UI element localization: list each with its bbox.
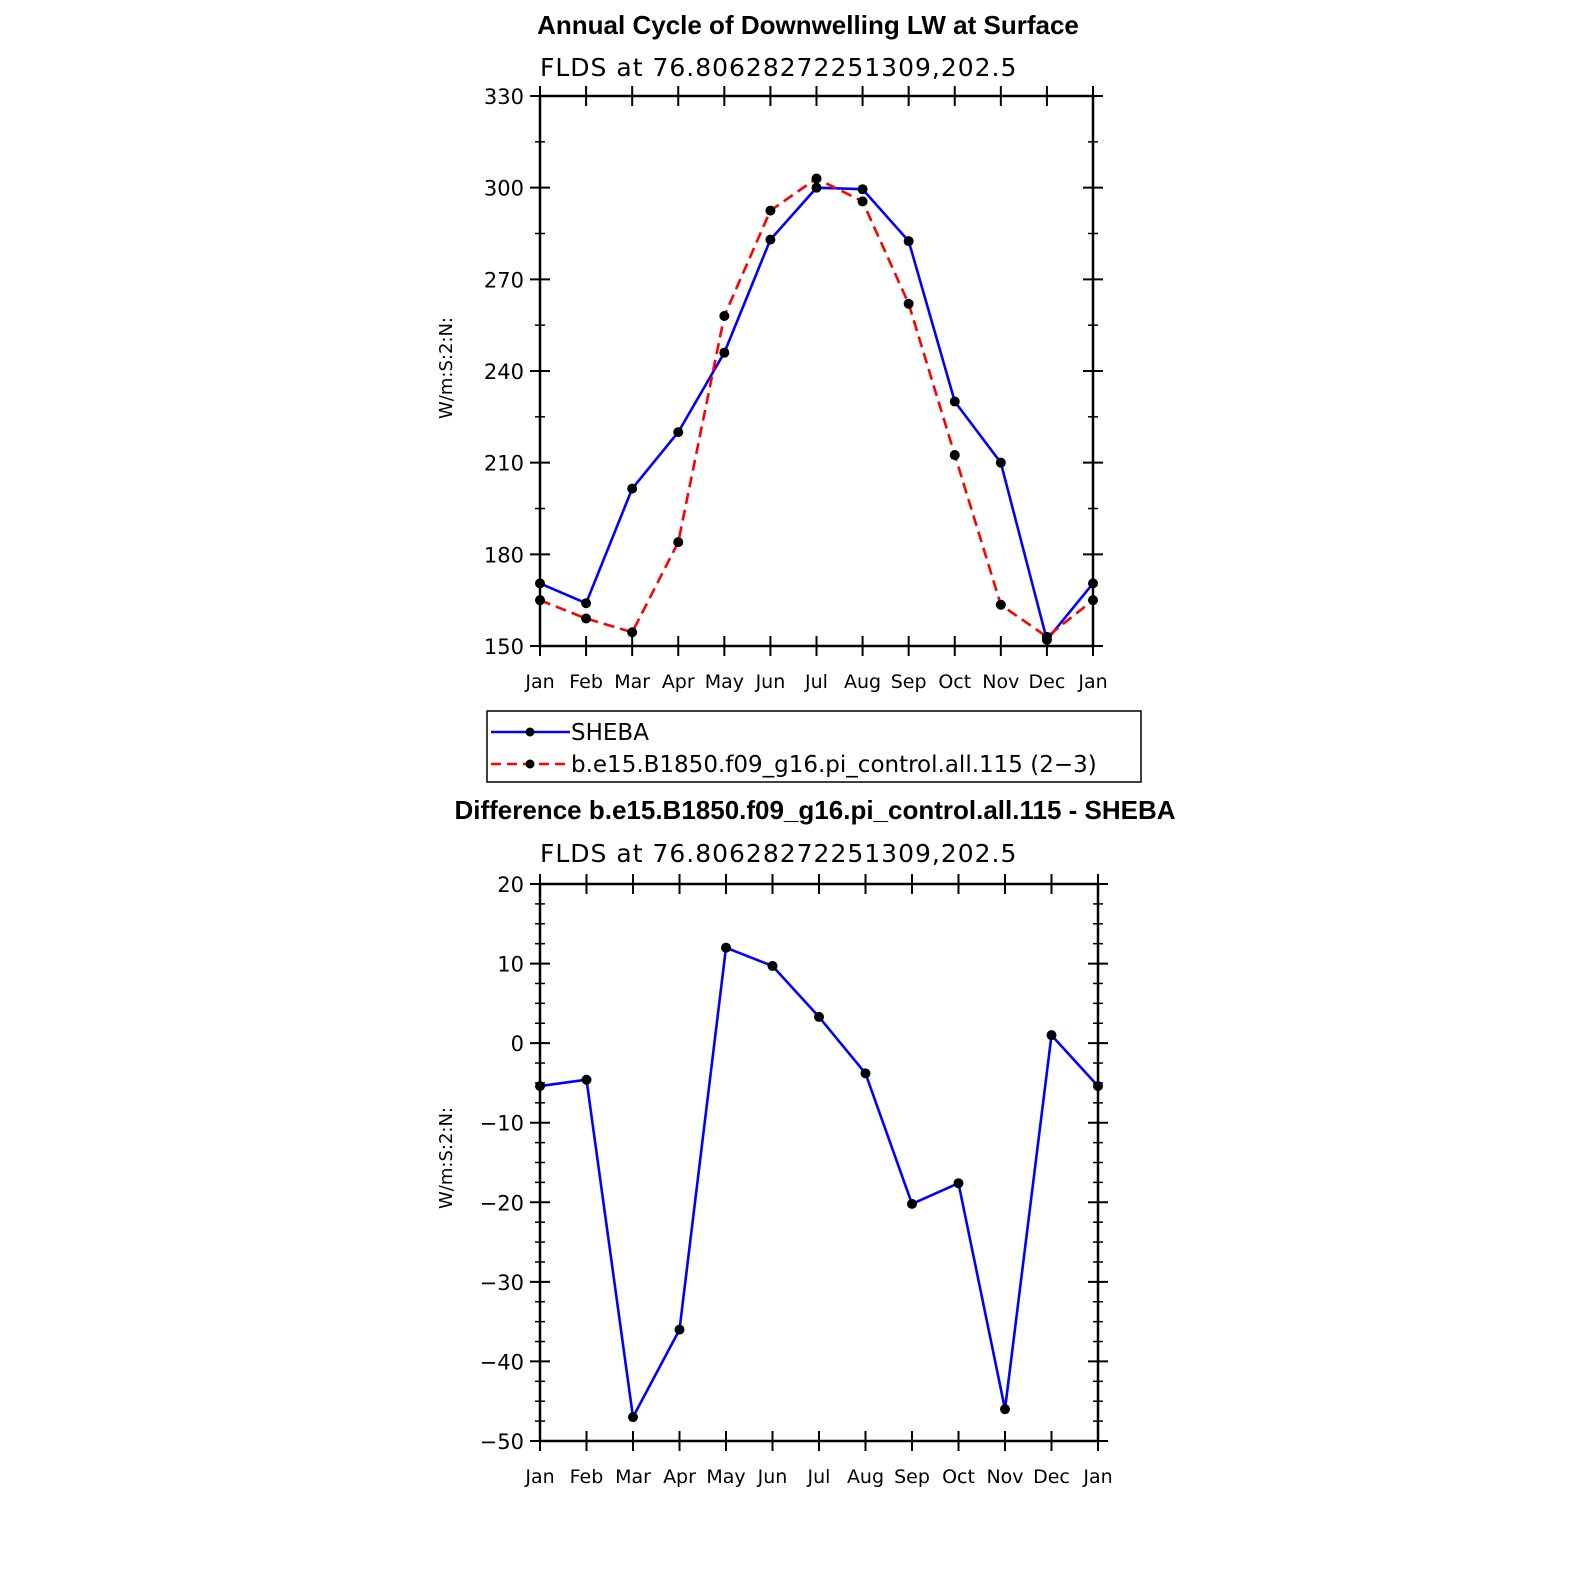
- top-xtick-label-1: Feb: [569, 671, 603, 693]
- bottom-ytick-label-4: −10: [480, 1112, 524, 1136]
- top-xtick-label-7: Aug: [844, 671, 881, 693]
- bottom-xtick-label-7: Aug: [847, 1466, 884, 1488]
- bottom-ytick-label-2: −30: [480, 1271, 524, 1295]
- bottom-xtick-label-6: Jul: [807, 1466, 831, 1488]
- top-chart-subtitle: FLDS at 76.80628272251309,202.5: [540, 53, 1017, 82]
- bottom-chart-ylabel: W/m:S:2:N:: [436, 1107, 457, 1209]
- top-series-0-point-9: [949, 396, 960, 407]
- top-xtick-label-8: Sep: [891, 671, 927, 693]
- top-series-0-point-1: [581, 598, 592, 609]
- bottom-series-0-point-2: [628, 1412, 638, 1423]
- top-chart-ylabel: W/m:S:2:N:: [436, 317, 457, 419]
- bottom-xtick-label-8: Sep: [894, 1466, 930, 1488]
- bottom-series-0-point-9: [953, 1178, 964, 1189]
- legend-marker-sheba: [525, 727, 535, 737]
- top-ytick-label-4: 270: [484, 268, 524, 292]
- top-xtick-label-12: Jan: [1077, 671, 1107, 693]
- legend-label-sheba: SHEBA: [571, 720, 649, 746]
- bottom-series-0-point-6: [814, 1011, 824, 1022]
- top-xtick-label-3: Apr: [662, 671, 695, 693]
- top-series-0-point-4: [719, 347, 730, 358]
- bottom-series-0-point-11: [1046, 1030, 1057, 1041]
- bottom-series-0-point-7: [860, 1068, 871, 1079]
- top-ytick-label-6: 330: [484, 85, 524, 109]
- bottom-xtick-label-12: Jan: [1082, 1466, 1112, 1488]
- bottom-chart-title: Difference b.e15.B1850.f09_g16.pi_contro…: [454, 795, 1175, 825]
- top-series-0-point-6: [811, 182, 822, 193]
- bottom-xtick-label-1: Feb: [570, 1466, 604, 1488]
- top-xtick-label-5: Jun: [755, 671, 786, 693]
- top-series-1-point-9: [949, 450, 960, 461]
- top-series-0-point-10: [995, 457, 1006, 468]
- top-xtick-label-9: Oct: [938, 671, 971, 693]
- top-xtick-label-2: Mar: [614, 671, 650, 693]
- bottom-xtick-label-10: Nov: [986, 1466, 1023, 1488]
- top-chart-title: Annual Cycle of Downwelling LW at Surfac…: [537, 10, 1079, 40]
- top-series-0-point-2: [627, 483, 638, 494]
- bottom-ytick-label-7: 20: [497, 873, 524, 897]
- top-series-0-point-7: [857, 184, 868, 195]
- bottom-xtick-label-0: Jan: [524, 1466, 554, 1488]
- top-xtick-label-0: Jan: [524, 671, 554, 693]
- legend: SHEBA b.e15.B1850.f09_g16.pi_control.all…: [486, 710, 1142, 783]
- top-series-0-point-3: [673, 427, 684, 438]
- bottom-chart-subtitle: FLDS at 76.80628272251309,202.5: [540, 839, 1017, 868]
- top-series-0-point-5: [765, 234, 776, 245]
- bottom-xtick-label-3: Apr: [663, 1466, 696, 1488]
- bottom-chart-plot: −50 −40 −30 −20 −10 0 10 20 Jan Feb Mar Apr May Jun Ju…: [480, 873, 1113, 1488]
- top-series-1-point-1: [581, 613, 592, 624]
- top-series-1-point-7: [857, 196, 868, 207]
- bottom-xtick-label-2: Mar: [615, 1466, 651, 1488]
- top-xtick-label-11: Dec: [1029, 671, 1066, 693]
- top-xtick-label-4: May: [705, 671, 744, 693]
- bottom-ytick-label-6: 10: [497, 953, 524, 977]
- top-series-line-0: [539, 186, 1095, 642]
- bottom-ytick-label-3: −20: [480, 1191, 524, 1215]
- top-series-1-point-10: [995, 599, 1006, 610]
- top-ytick-label-5: 300: [484, 177, 524, 201]
- top-series-1-point-8: [903, 298, 914, 309]
- top-xtick-label-10: Nov: [982, 671, 1019, 693]
- bottom-series-0-point-4: [721, 942, 731, 953]
- top-series-1-point-2: [627, 627, 638, 638]
- top-series-1-point-6: [811, 173, 822, 184]
- top-ytick-label-1: 180: [484, 543, 524, 567]
- top-xtick-label-6: Jul: [804, 671, 828, 693]
- legend-label-model: b.e15.B1850.f09_g16.pi_control.all.115 (…: [571, 752, 1097, 778]
- bottom-xtick-label-9: Oct: [942, 1466, 975, 1488]
- bottom-series-0-point-10: [1000, 1404, 1010, 1415]
- top-ytick-label-2: 210: [484, 452, 524, 476]
- top-series-1-point-3: [673, 537, 684, 548]
- top-ytick-label-3: 240: [484, 360, 524, 384]
- top-series-1-point-5: [765, 205, 776, 216]
- bottom-xtick-label-11: Dec: [1033, 1466, 1070, 1488]
- bottom-ytick-label-0: −50: [480, 1430, 524, 1454]
- bottom-series-0-point-1: [581, 1074, 592, 1085]
- top-series-line-1: [539, 177, 1094, 639]
- legend-box: [486, 710, 1142, 783]
- top-chart-plot: 150 180 210 240 270 300 330 Jan Feb Mar Apr May Jun J…: [484, 85, 1108, 693]
- bottom-series-0-point-8: [907, 1198, 917, 1209]
- top-ytick-label-0: 150: [484, 635, 524, 659]
- bottom-xtick-label-5: Jun: [757, 1466, 788, 1488]
- bottom-series-0-point-3: [674, 1324, 685, 1335]
- bottom-series-0-point-5: [767, 960, 778, 971]
- top-series-1-point-4: [719, 311, 730, 321]
- bottom-xtick-label-4: May: [706, 1466, 745, 1488]
- top-series-0-point-8: [903, 236, 914, 247]
- bottom-ytick-label-1: −40: [480, 1350, 524, 1374]
- legend-marker-model: [525, 759, 535, 769]
- bottom-ytick-label-5: 0: [511, 1032, 524, 1056]
